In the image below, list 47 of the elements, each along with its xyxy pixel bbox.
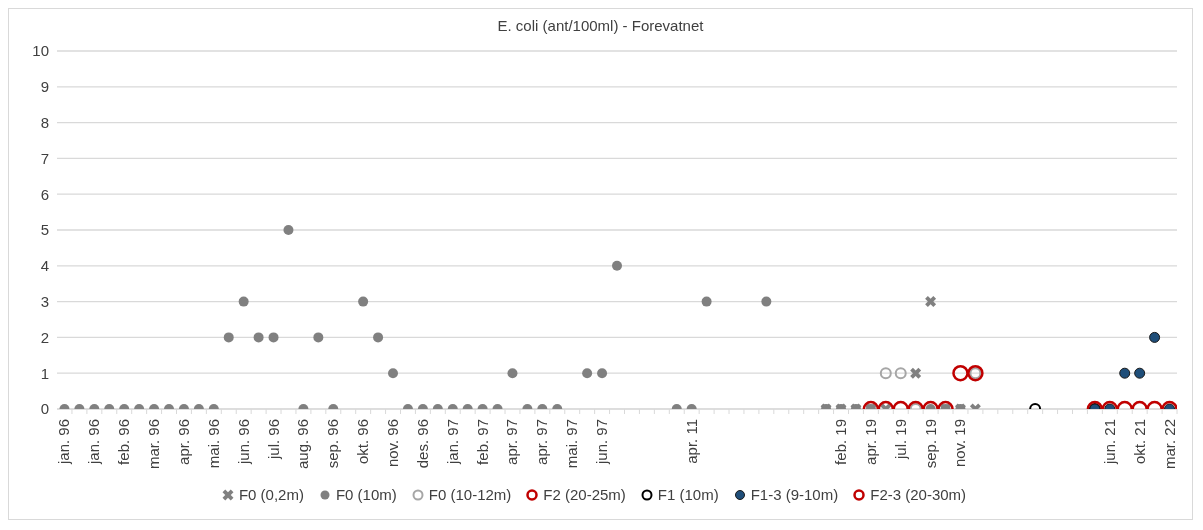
legend-label: F2-3 (20-30m) <box>870 486 967 503</box>
legend-label: F0 (10m) <box>335 486 397 503</box>
y-tick-label: 8 <box>40 113 49 131</box>
y-tick-label: 5 <box>40 221 49 239</box>
x-tick-label: jun. 96 <box>234 419 252 466</box>
x-tick-label: okt. 96 <box>354 419 372 465</box>
x-tick-label: okt. 21 <box>1130 419 1148 465</box>
y-tick-label: 0 <box>40 400 49 418</box>
y-tick-label: 4 <box>40 257 49 275</box>
y-tick-label: 1 <box>40 364 49 382</box>
x-tick-label: apr. 97 <box>503 419 521 465</box>
x-tick-label: jan. 96 <box>85 419 103 466</box>
y-tick-label: 2 <box>40 328 49 346</box>
legend-label: F0 (0,2m) <box>238 486 304 503</box>
x-tick-label: jul. 19 <box>891 419 909 461</box>
x-tick-label: mar. 96 <box>145 419 163 470</box>
x-tick-label: nov. 96 <box>384 419 401 468</box>
y-tick-label: 10 <box>32 42 49 60</box>
y-tick-label: 9 <box>40 78 49 96</box>
x-tick-label: feb. 19 <box>832 419 849 465</box>
x-tick-label: jul. 96 <box>264 419 282 461</box>
x-tick-label: des. 96 <box>413 419 431 469</box>
chart-title: E. coli (ant/100ml) - Forevatnet <box>496 16 705 36</box>
x-tick-label: sep. 19 <box>921 419 939 469</box>
y-tick-label: 6 <box>40 185 49 203</box>
x-tick-label: feb. 96 <box>115 419 133 465</box>
legend-label: F1-3 (9-10m) <box>750 486 839 503</box>
x-tick-label: sep. 96 <box>324 419 342 469</box>
y-tick-label: 3 <box>40 292 49 310</box>
x-tick-label: jun. 21 <box>1100 419 1118 466</box>
y-tick-label: 7 <box>40 149 49 167</box>
x-tick-label: apr. 19 <box>861 419 879 465</box>
legend-label: F0 (10-12m) <box>428 486 512 503</box>
x-tick-label: feb. 97 <box>473 419 491 465</box>
x-tick-label: jan. 97 <box>443 419 461 466</box>
x-tick-label: nov. 19 <box>951 419 969 468</box>
x-tick-label: mai. 96 <box>204 419 222 469</box>
x-tick-label: aug. 96 <box>294 419 312 470</box>
legend-label: F2 (20-25m) <box>543 486 626 503</box>
x-tick-label: apr. 97 <box>533 419 551 465</box>
x-tick-label: mar. 22 <box>1160 419 1178 470</box>
x-tick-label: mai. 97 <box>563 419 581 469</box>
legend-label: F1 (10m) <box>657 486 719 503</box>
x-tick-label: jun. 97 <box>593 419 611 466</box>
x-tick-label: jan. 96 <box>55 419 73 466</box>
x-tick-label: apr. 11 <box>682 419 700 464</box>
x-tick-label: apr. 96 <box>174 419 192 465</box>
